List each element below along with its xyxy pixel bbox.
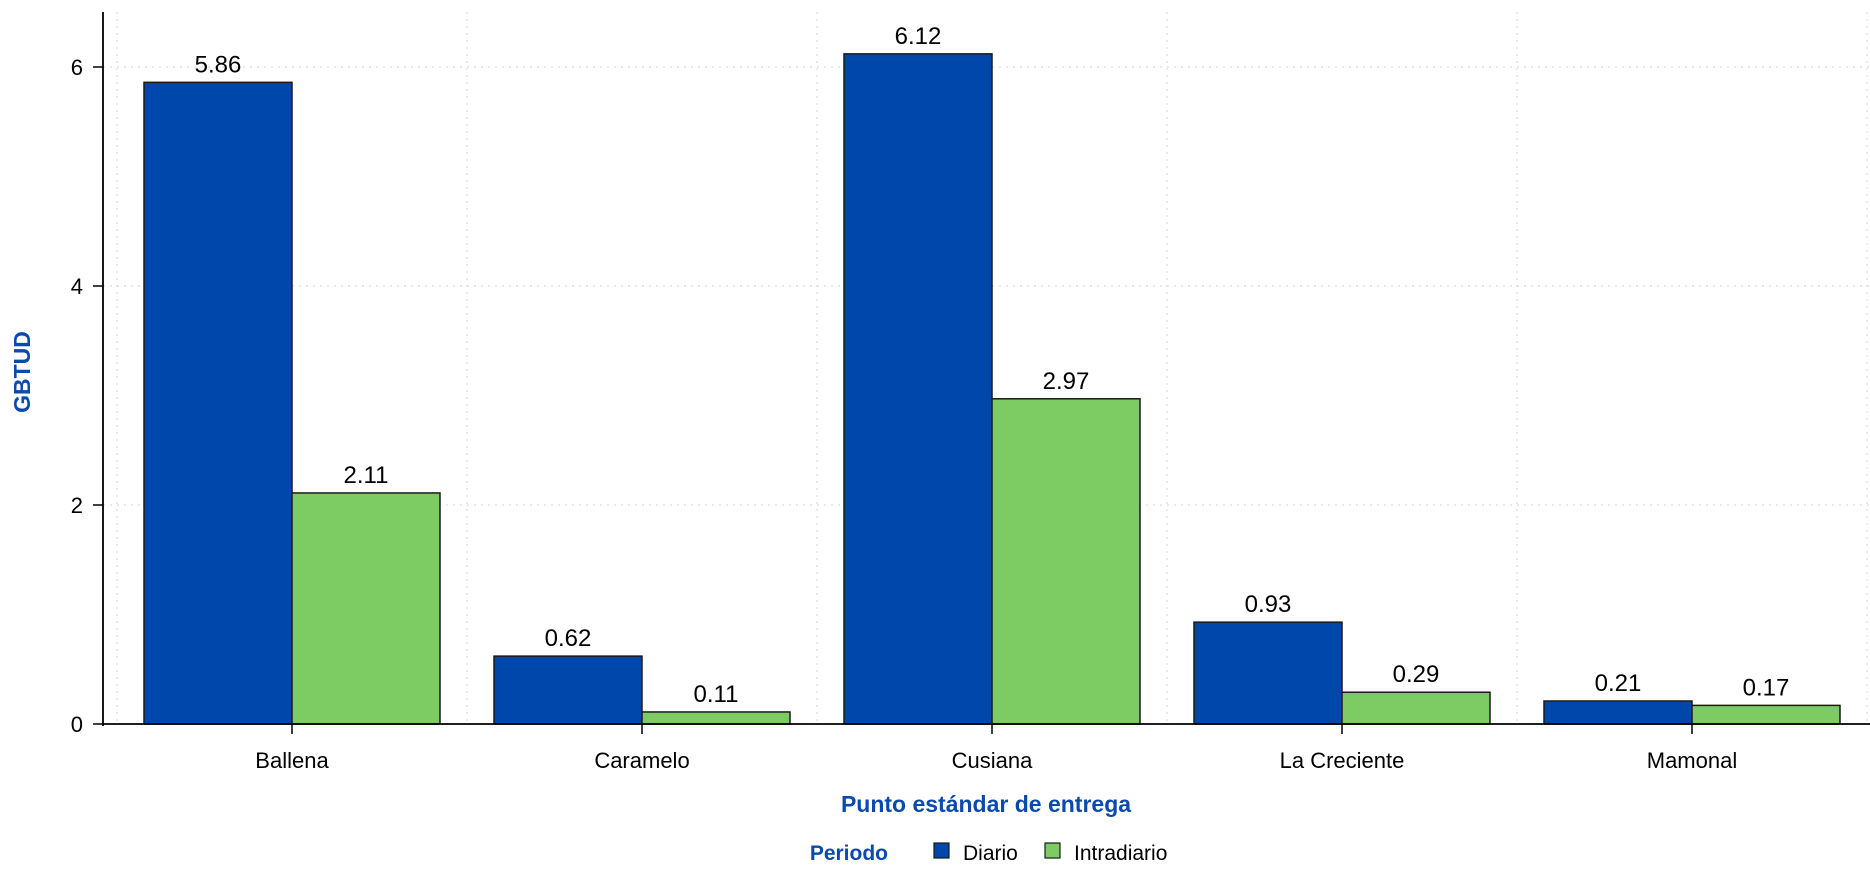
legend-label-intradiario: Intradiario — [1074, 842, 1167, 865]
legend-swatch-diario — [933, 842, 950, 859]
legend-swatch-intradiario — [1044, 842, 1061, 859]
bar-intradiario-3 — [1341, 691, 1491, 725]
bar-diario-2 — [843, 53, 993, 725]
data-label: 0.17 — [1743, 674, 1790, 701]
legend: Periodo Diario Intradiario — [810, 842, 1168, 865]
data-label: 0.11 — [694, 681, 739, 708]
data-label: 0.21 — [1595, 670, 1642, 697]
x-ticks: Ballena Caramelo Cusiana La Creciente Mamona… — [255, 724, 1737, 773]
y-tick-label: 0 — [71, 712, 83, 737]
x-tick-label: Cusiana — [952, 748, 1033, 773]
y-ticks: 0 2 4 6 — [71, 55, 103, 737]
x-axis-title: Punto estándar de entrega — [841, 791, 1131, 817]
y-tick-label: 6 — [71, 55, 83, 80]
bar-intradiario-2 — [991, 398, 1141, 725]
x-tick-label: Caramelo — [594, 748, 689, 773]
data-label: 0.29 — [1393, 661, 1440, 688]
bar-diario-1 — [493, 655, 643, 725]
bars — [143, 53, 1841, 725]
bar-diario-0 — [143, 81, 293, 725]
legend-title: Periodo — [810, 842, 888, 865]
legend-label-diario: Diario — [963, 842, 1018, 865]
x-tick-label: La Creciente — [1280, 748, 1405, 773]
data-label: 2.11 — [344, 462, 389, 489]
y-axis-title: GBTUD — [9, 331, 35, 413]
data-label: 0.62 — [545, 625, 592, 652]
axes — [102, 12, 1870, 726]
bar-intradiario-0 — [291, 492, 441, 725]
data-label: 6.12 — [895, 23, 942, 50]
bar-intradiario-4 — [1691, 704, 1841, 725]
data-label: 5.86 — [195, 51, 242, 78]
data-label: 0.93 — [1245, 591, 1292, 618]
bar-diario-3 — [1193, 621, 1343, 725]
data-label: 2.97 — [1043, 368, 1090, 395]
bar-intradiario-1 — [641, 711, 791, 725]
x-tick-label: Ballena — [255, 748, 329, 773]
y-tick-label: 2 — [71, 493, 83, 518]
x-tick-label: Mamonal — [1647, 748, 1737, 773]
bar-diario-4 — [1543, 700, 1693, 725]
data-labels: 5.86 2.11 0.62 0.11 6.12 2.97 0.93 0.29 0.21 0.17 — [195, 23, 1790, 708]
y-tick-label: 4 — [71, 274, 83, 299]
